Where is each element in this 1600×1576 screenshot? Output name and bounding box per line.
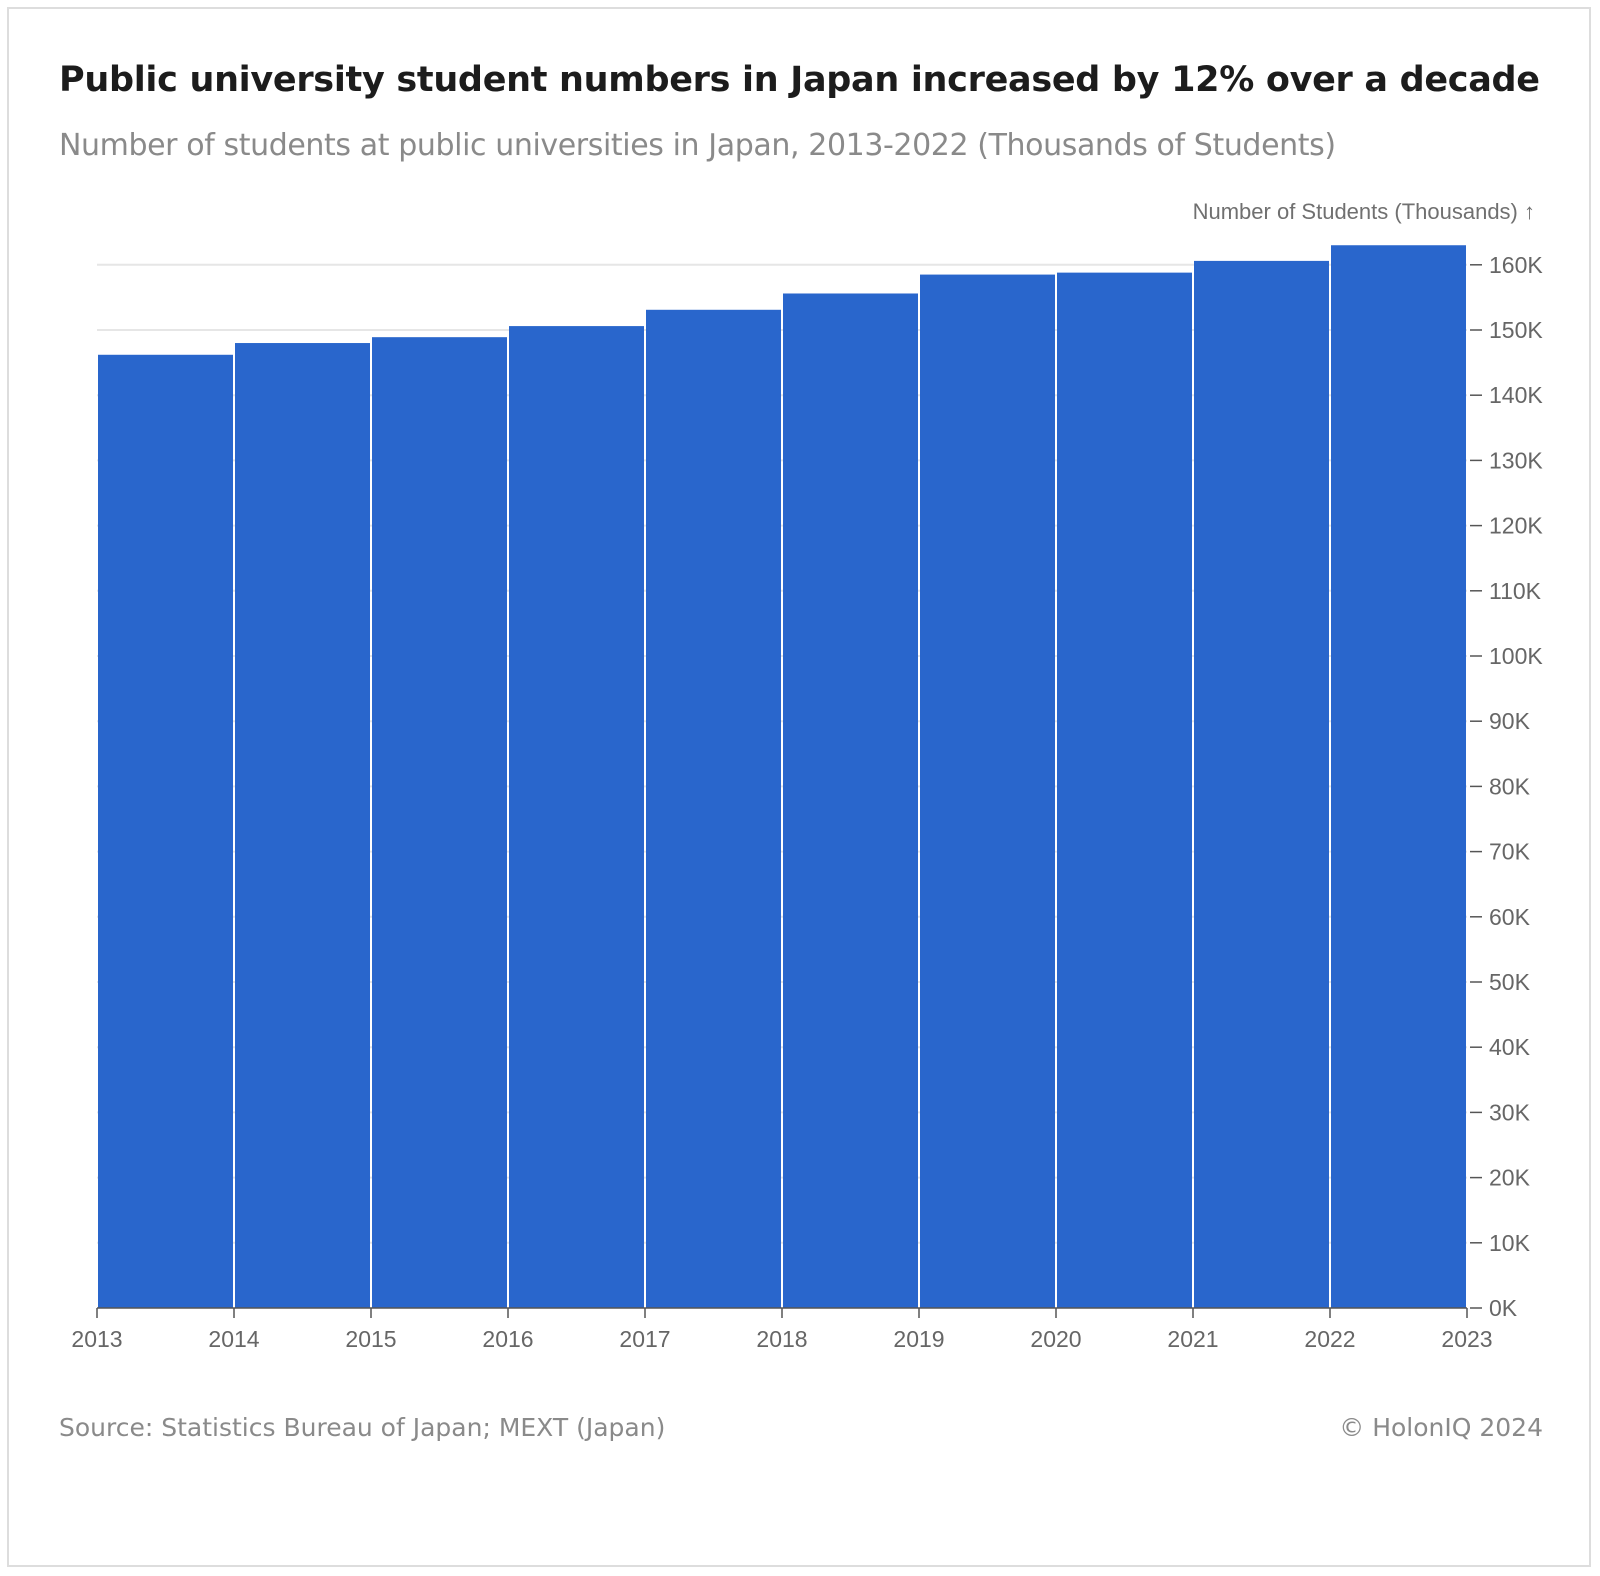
axes: Number of Students (Thousands) ↑ 0K 10K 20… xyxy=(71,199,1543,1352)
x-tick-label: 2023 xyxy=(1441,1326,1492,1352)
x-tick-label: 2021 xyxy=(1167,1326,1218,1352)
y-tick-label: 120K xyxy=(1489,513,1543,539)
bar-2015 xyxy=(372,337,507,1308)
x-tick-label: 2022 xyxy=(1304,1326,1355,1352)
x-tick-label: 2015 xyxy=(345,1326,396,1352)
y-tick-label: 40K xyxy=(1489,1034,1531,1060)
y-tick-label: 10K xyxy=(1489,1230,1531,1256)
y-tick-label: 20K xyxy=(1489,1165,1531,1191)
source-note: Source: Statistics Bureau of Japan; MEXT… xyxy=(59,1413,666,1442)
x-tick-label: 2016 xyxy=(482,1326,533,1352)
bar-2014 xyxy=(235,343,370,1308)
x-tick-label: 2014 xyxy=(208,1326,259,1352)
y-tick-label: 0K xyxy=(1489,1295,1518,1321)
chart-title: Public university student numbers in Jap… xyxy=(59,60,1540,100)
x-tick-label: 2018 xyxy=(756,1326,807,1352)
bar-2019 xyxy=(920,274,1055,1309)
y-tick-label: 30K xyxy=(1489,1099,1531,1125)
y-tick-label: 150K xyxy=(1489,317,1543,343)
y-tick-label: 70K xyxy=(1489,839,1531,865)
y-tick-label: 100K xyxy=(1489,643,1543,669)
y-tick-label: 80K xyxy=(1489,773,1531,799)
y-tick-label: 130K xyxy=(1489,447,1543,473)
y-tick-label: 110K xyxy=(1489,578,1542,604)
x-tick-label: 2013 xyxy=(71,1326,122,1352)
bar-2017 xyxy=(646,309,781,1309)
x-tick-label: 2019 xyxy=(893,1326,944,1352)
y-tick-label: 160K xyxy=(1489,252,1543,278)
y-tick-label: 140K xyxy=(1489,382,1543,408)
x-tick-label: 2020 xyxy=(1030,1326,1081,1352)
chart-subtitle: Number of students at public universitie… xyxy=(59,128,1336,163)
x-tick-label: 2017 xyxy=(619,1326,670,1352)
y-axis-title: Number of Students (Thousands) ↑ xyxy=(1193,199,1535,224)
bar-2016 xyxy=(509,326,644,1308)
bar-2013 xyxy=(98,354,233,1308)
y-tick-label: 60K xyxy=(1489,904,1531,930)
bar-2021 xyxy=(1194,260,1329,1309)
bars xyxy=(98,245,1466,1309)
bar-2022 xyxy=(1331,245,1466,1309)
y-tick-label: 90K xyxy=(1489,708,1531,734)
y-tick-label: 50K xyxy=(1489,969,1531,995)
copyright-note: © HolonIQ 2024 xyxy=(1339,1413,1543,1442)
bar-2018 xyxy=(783,293,918,1308)
bar-2020 xyxy=(1057,272,1192,1308)
